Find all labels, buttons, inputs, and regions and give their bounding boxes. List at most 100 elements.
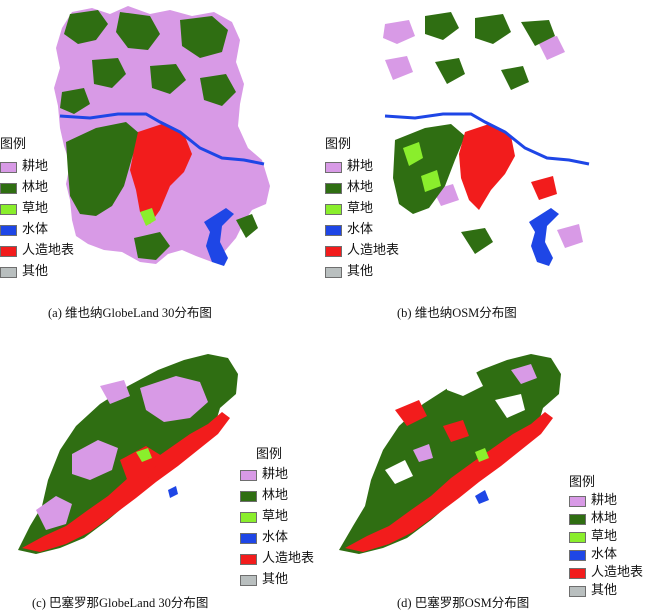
legend-swatch [0, 246, 17, 257]
map-region-forest [180, 16, 228, 58]
legend-vienna-osm: 图例 耕地 林地 草地 水体 人造地表 其他 [325, 137, 435, 278]
panel-barcelona-osm: 图例 耕地 林地 草地 水体 人造地表 其他 (d) 巴塞罗那OSM分布图 [325, 330, 650, 610]
map-vienna-globeland [54, 6, 270, 266]
map-region-forest [475, 14, 511, 44]
legend-swatch [569, 550, 586, 561]
legend-swatch [240, 470, 257, 481]
map-region-unmapped [385, 460, 413, 484]
map-region-urban [395, 400, 427, 426]
legend-swatch [0, 183, 17, 194]
legend-label: 其他 [262, 572, 289, 587]
map-barcelona-globeland [18, 354, 238, 554]
legend-barcelona-osm: 图例 耕地 林地 草地 水体 人造地表 其他 [569, 475, 649, 597]
caption-barcelona-osm: (d) 巴塞罗那OSM分布图 [397, 596, 530, 610]
legend-swatch [325, 246, 342, 257]
map-region-grassland [140, 208, 156, 226]
map-region-urban [22, 412, 230, 552]
map-region-water [475, 490, 489, 504]
legend-label: 林地 [591, 511, 618, 526]
map-region-forest [134, 232, 170, 260]
legend-swatch [325, 225, 342, 236]
map-region-water [204, 208, 234, 266]
map-region-cropland [413, 444, 433, 462]
map-region-cropland [385, 56, 413, 80]
map-region-cropland [537, 36, 565, 60]
legend-title: 图例 [325, 137, 352, 152]
map-region-urban [531, 176, 557, 200]
legend-label: 其他 [347, 264, 374, 279]
legend-swatch [240, 575, 257, 586]
legend-swatch [240, 554, 257, 565]
legend-swatch [0, 267, 17, 278]
legend-label: 人造地表 [347, 243, 400, 258]
panel-vienna-osm: 图例 耕地 林地 草地 水体 人造地表 其他 (b) 维也纳OSM分布图 [325, 0, 650, 330]
legend-swatch [0, 225, 17, 236]
map-region-forest [425, 12, 459, 40]
map-region-river [384, 112, 590, 166]
map-region-forest [92, 58, 126, 88]
map-region-grassland [421, 170, 441, 192]
map-region-urban [130, 124, 192, 224]
map-region-urban [120, 446, 162, 482]
legend-label: 耕地 [591, 493, 618, 508]
map-region-unmapped [495, 394, 525, 418]
map-region-forest [521, 20, 555, 46]
map-region-cropland [140, 376, 208, 422]
legend-label: 耕地 [262, 467, 289, 482]
legend-label: 草地 [22, 201, 49, 216]
legend-label: 耕地 [22, 159, 49, 174]
legend-swatch [569, 514, 586, 525]
legend-barcelona-globeland: 图例 耕地 林地 草地 水体 人造地表 其他 [240, 447, 324, 586]
legend-label: 其他 [22, 264, 49, 279]
legend-label: 水体 [262, 530, 289, 545]
legend-label: 草地 [347, 201, 374, 216]
legend-swatch [569, 568, 586, 579]
legend-label: 水体 [22, 222, 49, 237]
legend-swatch [0, 204, 17, 215]
map-region-cropland [100, 380, 130, 404]
map-region-unmapped [445, 370, 483, 396]
legend-label: 草地 [591, 529, 618, 544]
map-region-forest [236, 214, 258, 238]
legend-label: 其他 [591, 583, 618, 598]
legend-label: 人造地表 [262, 551, 315, 566]
legend-label: 耕地 [347, 159, 374, 174]
map-region-cropland [557, 224, 583, 248]
map-region-forest [66, 122, 140, 216]
legend-title: 图例 [0, 137, 27, 152]
map-region-forest [116, 12, 160, 50]
caption-vienna-globeland: (a) 维也纳GlobeLand 30分布图 [48, 306, 212, 320]
legend-swatch [569, 496, 586, 507]
legend-swatch [240, 491, 257, 502]
legend-swatch [325, 162, 342, 173]
legend-label: 人造地表 [591, 565, 644, 580]
legend-title: 图例 [256, 447, 283, 462]
map-region-forest [435, 58, 465, 84]
map-region-water [529, 208, 559, 266]
legend-swatch [240, 512, 257, 523]
map-region-urban [443, 420, 469, 442]
map-region-forest [150, 64, 186, 94]
legend-title: 图例 [569, 475, 596, 490]
map-vienna-osm [383, 12, 590, 266]
legend-label: 林地 [22, 180, 49, 195]
panel-barcelona-globeland: 图例 耕地 林地 草地 水体 人造地表 其他 (c) 巴塞罗那GlobeLand… [0, 330, 325, 610]
legend-swatch [0, 162, 17, 173]
map-region-grassland [403, 142, 423, 166]
map-region-cropland [72, 440, 118, 480]
map-region-grassland [136, 448, 152, 462]
legend-vienna-globeland: 图例 耕地 林地 草地 水体 人造地表 其他 [0, 137, 110, 278]
legend-swatch [569, 532, 586, 543]
map-region-water [168, 486, 178, 498]
map-region-urban [345, 412, 553, 552]
legend-swatch [325, 267, 342, 278]
map-region-cropland [36, 496, 72, 530]
legend-swatch [569, 586, 586, 597]
legend-label: 水体 [347, 222, 374, 237]
map-region-forest [60, 88, 90, 114]
panel-vienna-globeland: 图例 耕地 林地 草地 水体 人造地表 其他 (a) 维也纳GlobeLand … [0, 0, 325, 330]
legend-label: 人造地表 [22, 243, 75, 258]
legend-label: 林地 [262, 488, 289, 503]
legend-label: 林地 [347, 180, 374, 195]
caption-barcelona-globeland: (c) 巴塞罗那GlobeLand 30分布图 [32, 596, 209, 610]
